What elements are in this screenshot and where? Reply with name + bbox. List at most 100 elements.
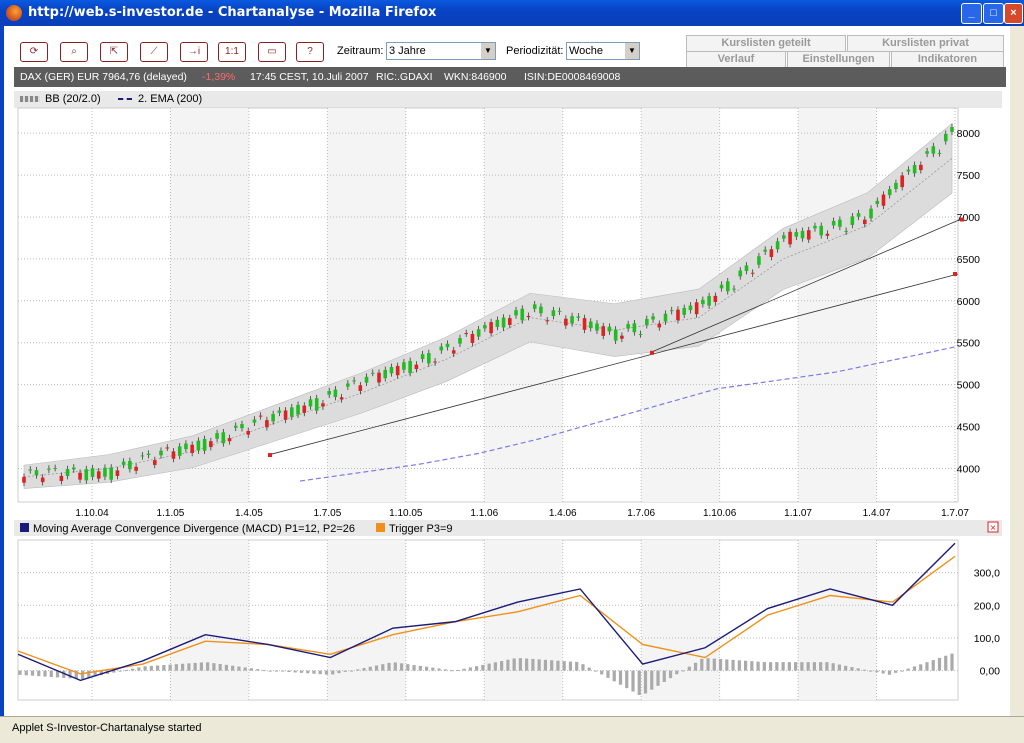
histogram-bar (168, 664, 172, 671)
periodizitaet-label: Periodizität: (506, 45, 564, 57)
candle-body (676, 309, 680, 321)
candle-body (308, 399, 313, 407)
help-icon[interactable]: ? (296, 42, 324, 62)
histogram-bar (718, 659, 723, 671)
histogram-bar (550, 660, 554, 671)
candle-body (109, 467, 113, 480)
candle-body (682, 307, 686, 315)
zeitraum-label: Zeitraum: (337, 45, 384, 57)
histogram-bar (675, 670, 679, 675)
histogram-bar (631, 670, 635, 692)
x-tick-label: 1.1.06 (470, 508, 498, 519)
candle-body (632, 323, 637, 333)
histogram-bar (43, 670, 47, 677)
histogram-bar (431, 667, 435, 671)
candle-body (252, 419, 257, 423)
histogram-bar (374, 665, 379, 671)
tab-kurslisten-geteilt[interactable]: Kurslisten geteilt (686, 35, 846, 52)
histogram-bar (493, 662, 497, 671)
histogram-bar (118, 670, 122, 672)
tab-indikatoren[interactable]: Indikatoren (891, 51, 1004, 68)
histogram-bar (418, 665, 422, 671)
one-to-one-button[interactable]: 1:1 (218, 42, 246, 62)
print-icon[interactable]: ▭ (258, 42, 286, 62)
minimize-button[interactable]: _ (961, 3, 982, 24)
refresh-icon[interactable]: ⟳ (20, 42, 48, 62)
histogram-bar (700, 658, 704, 671)
histogram-bar (506, 659, 510, 671)
histogram-bar (231, 665, 235, 671)
candle-body (489, 322, 493, 334)
candle-body (115, 470, 120, 476)
maximize-button[interactable]: □ (983, 3, 1004, 24)
histogram-bar (731, 659, 735, 671)
histogram-bar (612, 670, 616, 682)
histogram-bar (324, 670, 329, 675)
close-button[interactable]: × (1004, 3, 1023, 24)
candle-body (240, 424, 244, 429)
candle-body (694, 302, 699, 315)
histogram-bar (449, 670, 454, 672)
candle-body (900, 175, 904, 188)
arrow-info-icon[interactable]: →i (180, 42, 208, 62)
close-icon-glyph: × (990, 523, 996, 534)
candle-body (346, 383, 350, 387)
candle-body (738, 270, 743, 277)
candle-body (152, 460, 157, 465)
candle-body (819, 225, 824, 236)
zoom-icon[interactable]: ⌕ (60, 42, 88, 62)
isin-code: ISIN:DE0008469008 (524, 71, 621, 83)
candle-body (769, 249, 774, 257)
histogram-bar (274, 670, 279, 672)
candle-body (134, 466, 138, 471)
periodizitaet-select[interactable]: Woche ▼ (566, 42, 640, 60)
histogram-bar (362, 668, 366, 671)
candle-body (358, 385, 363, 391)
candle-body (838, 219, 842, 227)
y-tick-label: 5500 (957, 338, 981, 350)
candle-body (215, 433, 219, 439)
histogram-bar (456, 670, 460, 672)
histogram-bar (181, 663, 185, 671)
histogram-bar (850, 667, 854, 671)
histogram-bar (218, 664, 222, 671)
candle-body (887, 189, 892, 196)
histogram-bar (562, 661, 566, 671)
candle-body (159, 450, 163, 456)
candle-body (271, 414, 275, 422)
candle-body (65, 469, 70, 477)
candle-body (321, 403, 325, 407)
candle-body (570, 316, 574, 324)
histogram-bar (156, 665, 160, 671)
quarter-band (798, 540, 877, 700)
histogram-bar (30, 670, 35, 676)
candle-body (651, 316, 655, 320)
y-tick-label: 8000 (957, 128, 981, 140)
candle-body (439, 346, 444, 351)
candle-body (744, 265, 749, 271)
zeitraum-select[interactable]: 3 Jahre ▼ (386, 42, 496, 60)
price-legend: BB (20/2.0) 2. EMA (200) (14, 91, 1002, 108)
candle-body (937, 152, 942, 154)
histogram-bar (668, 670, 673, 679)
candle-body (806, 230, 811, 240)
macd-legend-label: Moving Average Convergence Divergence (M… (33, 523, 355, 535)
histogram-bar (68, 670, 72, 679)
select-icon[interactable]: ⇱ (100, 42, 128, 62)
candle-body (445, 343, 450, 348)
line-tool-icon[interactable]: ⟋ (140, 42, 168, 62)
candle-body (177, 446, 182, 456)
tab-einstellungen[interactable]: Einstellungen (787, 51, 890, 68)
candle-body (402, 362, 406, 370)
candle-body (545, 320, 549, 322)
histogram-bar (950, 653, 954, 671)
quarter-band (170, 540, 249, 700)
trend-line-handle (268, 453, 272, 458)
candle-body (595, 323, 599, 331)
candle-body (894, 183, 898, 189)
candle-body (202, 438, 207, 451)
y-tick-label: 5000 (957, 380, 981, 392)
bb-legend-swatch (20, 96, 40, 102)
histogram-bar (462, 668, 466, 671)
quarter-band (327, 108, 406, 502)
